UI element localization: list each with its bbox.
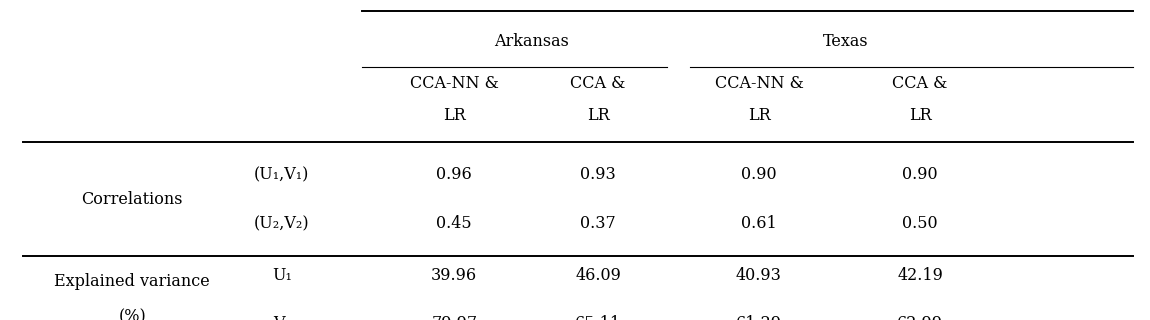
Text: 42.19: 42.19 bbox=[897, 267, 943, 284]
Text: 0.37: 0.37 bbox=[580, 215, 616, 233]
Text: 0.50: 0.50 bbox=[903, 215, 937, 233]
Text: 65.11: 65.11 bbox=[575, 315, 621, 320]
Text: Explained variance: Explained variance bbox=[54, 273, 210, 290]
Text: 61.29: 61.29 bbox=[736, 315, 782, 320]
Text: 0.61: 0.61 bbox=[741, 215, 777, 233]
Text: 40.93: 40.93 bbox=[736, 267, 782, 284]
Text: 0.90: 0.90 bbox=[903, 166, 937, 183]
Text: LR: LR bbox=[748, 107, 770, 124]
Text: CCA &: CCA & bbox=[892, 75, 948, 92]
Text: (%): (%) bbox=[118, 308, 146, 320]
Text: LR: LR bbox=[443, 107, 466, 124]
Text: 46.09: 46.09 bbox=[575, 267, 621, 284]
Text: 0.96: 0.96 bbox=[436, 166, 473, 183]
Text: CCA &: CCA & bbox=[570, 75, 626, 92]
Text: (U₁,V₁): (U₁,V₁) bbox=[254, 166, 309, 183]
Text: 39.96: 39.96 bbox=[431, 267, 477, 284]
Text: U₁: U₁ bbox=[271, 267, 292, 284]
Text: Arkansas: Arkansas bbox=[494, 33, 569, 50]
Text: Texas: Texas bbox=[822, 33, 868, 50]
Text: LR: LR bbox=[586, 107, 610, 124]
Text: CCA-NN &: CCA-NN & bbox=[714, 75, 804, 92]
Text: 62.99: 62.99 bbox=[897, 315, 943, 320]
Text: 0.90: 0.90 bbox=[742, 166, 776, 183]
Text: 79.97: 79.97 bbox=[431, 315, 477, 320]
Text: V₁: V₁ bbox=[273, 315, 291, 320]
Text: 0.45: 0.45 bbox=[437, 215, 471, 233]
Text: 0.93: 0.93 bbox=[580, 166, 616, 183]
Text: LR: LR bbox=[908, 107, 932, 124]
Text: Correlations: Correlations bbox=[82, 191, 183, 208]
Text: (U₂,V₂): (U₂,V₂) bbox=[254, 215, 309, 233]
Text: CCA-NN &: CCA-NN & bbox=[409, 75, 499, 92]
